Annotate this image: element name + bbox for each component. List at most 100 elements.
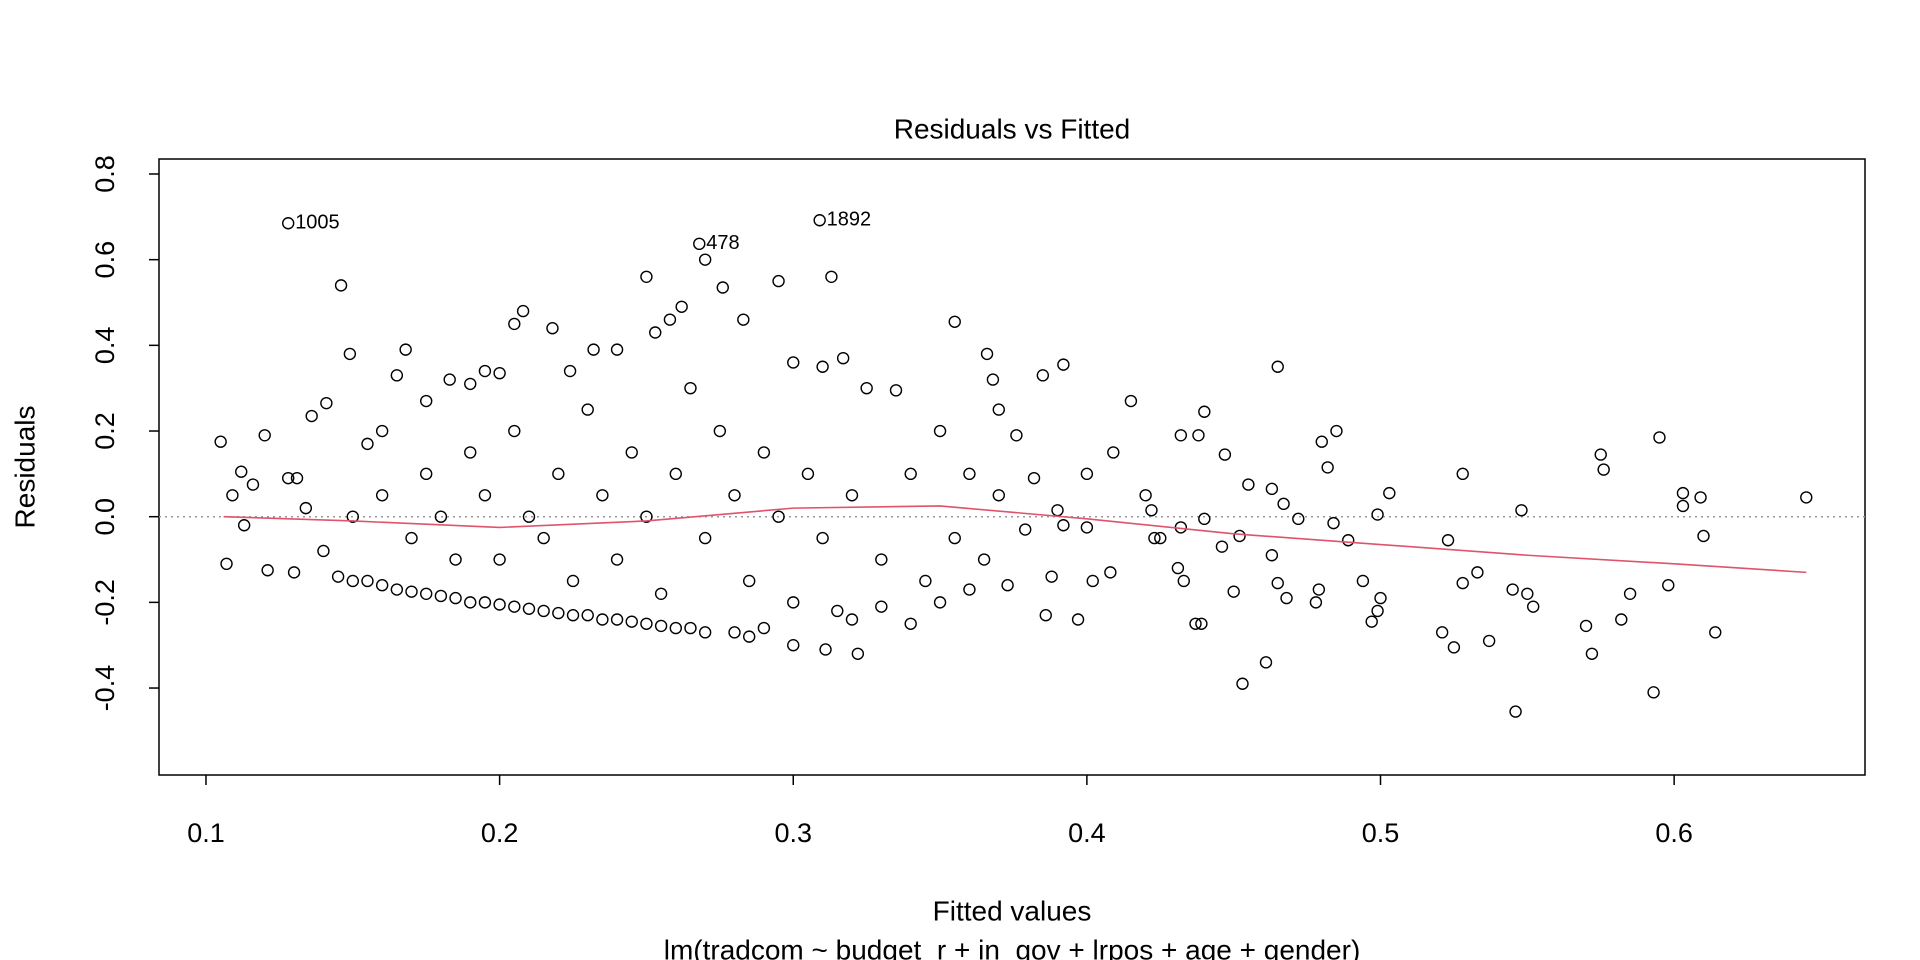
point xyxy=(1195,617,1208,630)
point xyxy=(320,396,333,410)
point xyxy=(948,315,961,328)
point xyxy=(478,489,492,502)
point xyxy=(860,381,873,395)
point xyxy=(1010,429,1023,442)
point xyxy=(1662,579,1675,592)
point xyxy=(640,510,653,523)
point xyxy=(836,351,850,365)
point xyxy=(801,467,815,481)
point xyxy=(625,615,638,628)
point xyxy=(1456,467,1469,481)
point xyxy=(640,270,653,284)
point xyxy=(346,510,359,523)
point xyxy=(346,574,359,588)
point-label: 1892 xyxy=(827,209,872,231)
point xyxy=(1036,369,1050,382)
point xyxy=(919,574,932,588)
point xyxy=(290,471,304,485)
y-tick-label: 0.4 xyxy=(90,327,120,365)
point xyxy=(516,304,530,318)
point xyxy=(737,313,750,326)
point xyxy=(237,519,251,532)
point xyxy=(819,643,832,656)
point xyxy=(1080,521,1094,534)
y-tick-label: 0.8 xyxy=(90,155,120,193)
point xyxy=(742,574,756,588)
point xyxy=(1653,431,1666,444)
point xyxy=(1356,574,1370,588)
point xyxy=(1154,531,1167,545)
point xyxy=(405,585,418,598)
point xyxy=(508,317,521,331)
point-label: 478 xyxy=(706,232,739,254)
point xyxy=(1709,626,1722,639)
point xyxy=(1471,566,1484,579)
point xyxy=(581,403,594,416)
point xyxy=(334,279,348,292)
point xyxy=(546,322,559,335)
point xyxy=(1039,609,1052,622)
point xyxy=(693,237,706,251)
point xyxy=(977,553,991,566)
smooth-line xyxy=(223,505,1807,574)
point xyxy=(684,381,697,395)
point xyxy=(420,587,433,600)
point xyxy=(1277,497,1290,511)
point xyxy=(845,489,859,502)
point xyxy=(813,214,826,227)
point xyxy=(405,531,418,545)
point xyxy=(716,281,729,294)
point xyxy=(508,424,521,438)
point xyxy=(610,613,624,626)
point xyxy=(1242,478,1255,491)
point xyxy=(508,600,521,613)
point xyxy=(537,531,550,545)
point xyxy=(443,373,456,386)
point xyxy=(1198,405,1211,418)
point xyxy=(610,553,624,566)
point xyxy=(1198,512,1211,526)
point xyxy=(1383,486,1396,500)
point xyxy=(1676,499,1690,513)
point xyxy=(851,647,865,660)
point xyxy=(980,347,994,361)
point xyxy=(464,446,477,459)
point xyxy=(663,313,677,326)
point xyxy=(1526,600,1540,613)
point xyxy=(816,531,829,545)
point xyxy=(845,613,859,626)
point xyxy=(537,604,550,618)
point xyxy=(1365,615,1378,628)
point xyxy=(449,591,462,605)
point xyxy=(1327,516,1340,530)
point xyxy=(1447,641,1461,654)
point xyxy=(986,373,1000,386)
point xyxy=(1371,604,1384,618)
point xyxy=(1265,549,1279,562)
point xyxy=(698,531,712,545)
point xyxy=(552,467,565,481)
point xyxy=(1482,634,1496,648)
point xyxy=(1139,489,1152,502)
point xyxy=(1107,446,1120,459)
point xyxy=(361,574,374,588)
point xyxy=(1292,512,1305,526)
y-tick-label: -0.4 xyxy=(90,665,120,712)
point xyxy=(698,253,712,266)
point xyxy=(220,557,233,571)
point xyxy=(963,467,976,481)
point xyxy=(1441,534,1455,547)
y-tick-label: 0.2 xyxy=(90,412,120,450)
point xyxy=(375,579,389,592)
point xyxy=(420,394,433,408)
x-tick-label: 0.1 xyxy=(187,818,225,848)
point xyxy=(1174,429,1188,442)
point xyxy=(214,435,227,448)
point xyxy=(1509,705,1522,718)
point xyxy=(654,587,668,600)
point xyxy=(399,343,412,356)
point xyxy=(963,583,976,596)
point xyxy=(317,544,330,558)
point xyxy=(1623,587,1637,600)
